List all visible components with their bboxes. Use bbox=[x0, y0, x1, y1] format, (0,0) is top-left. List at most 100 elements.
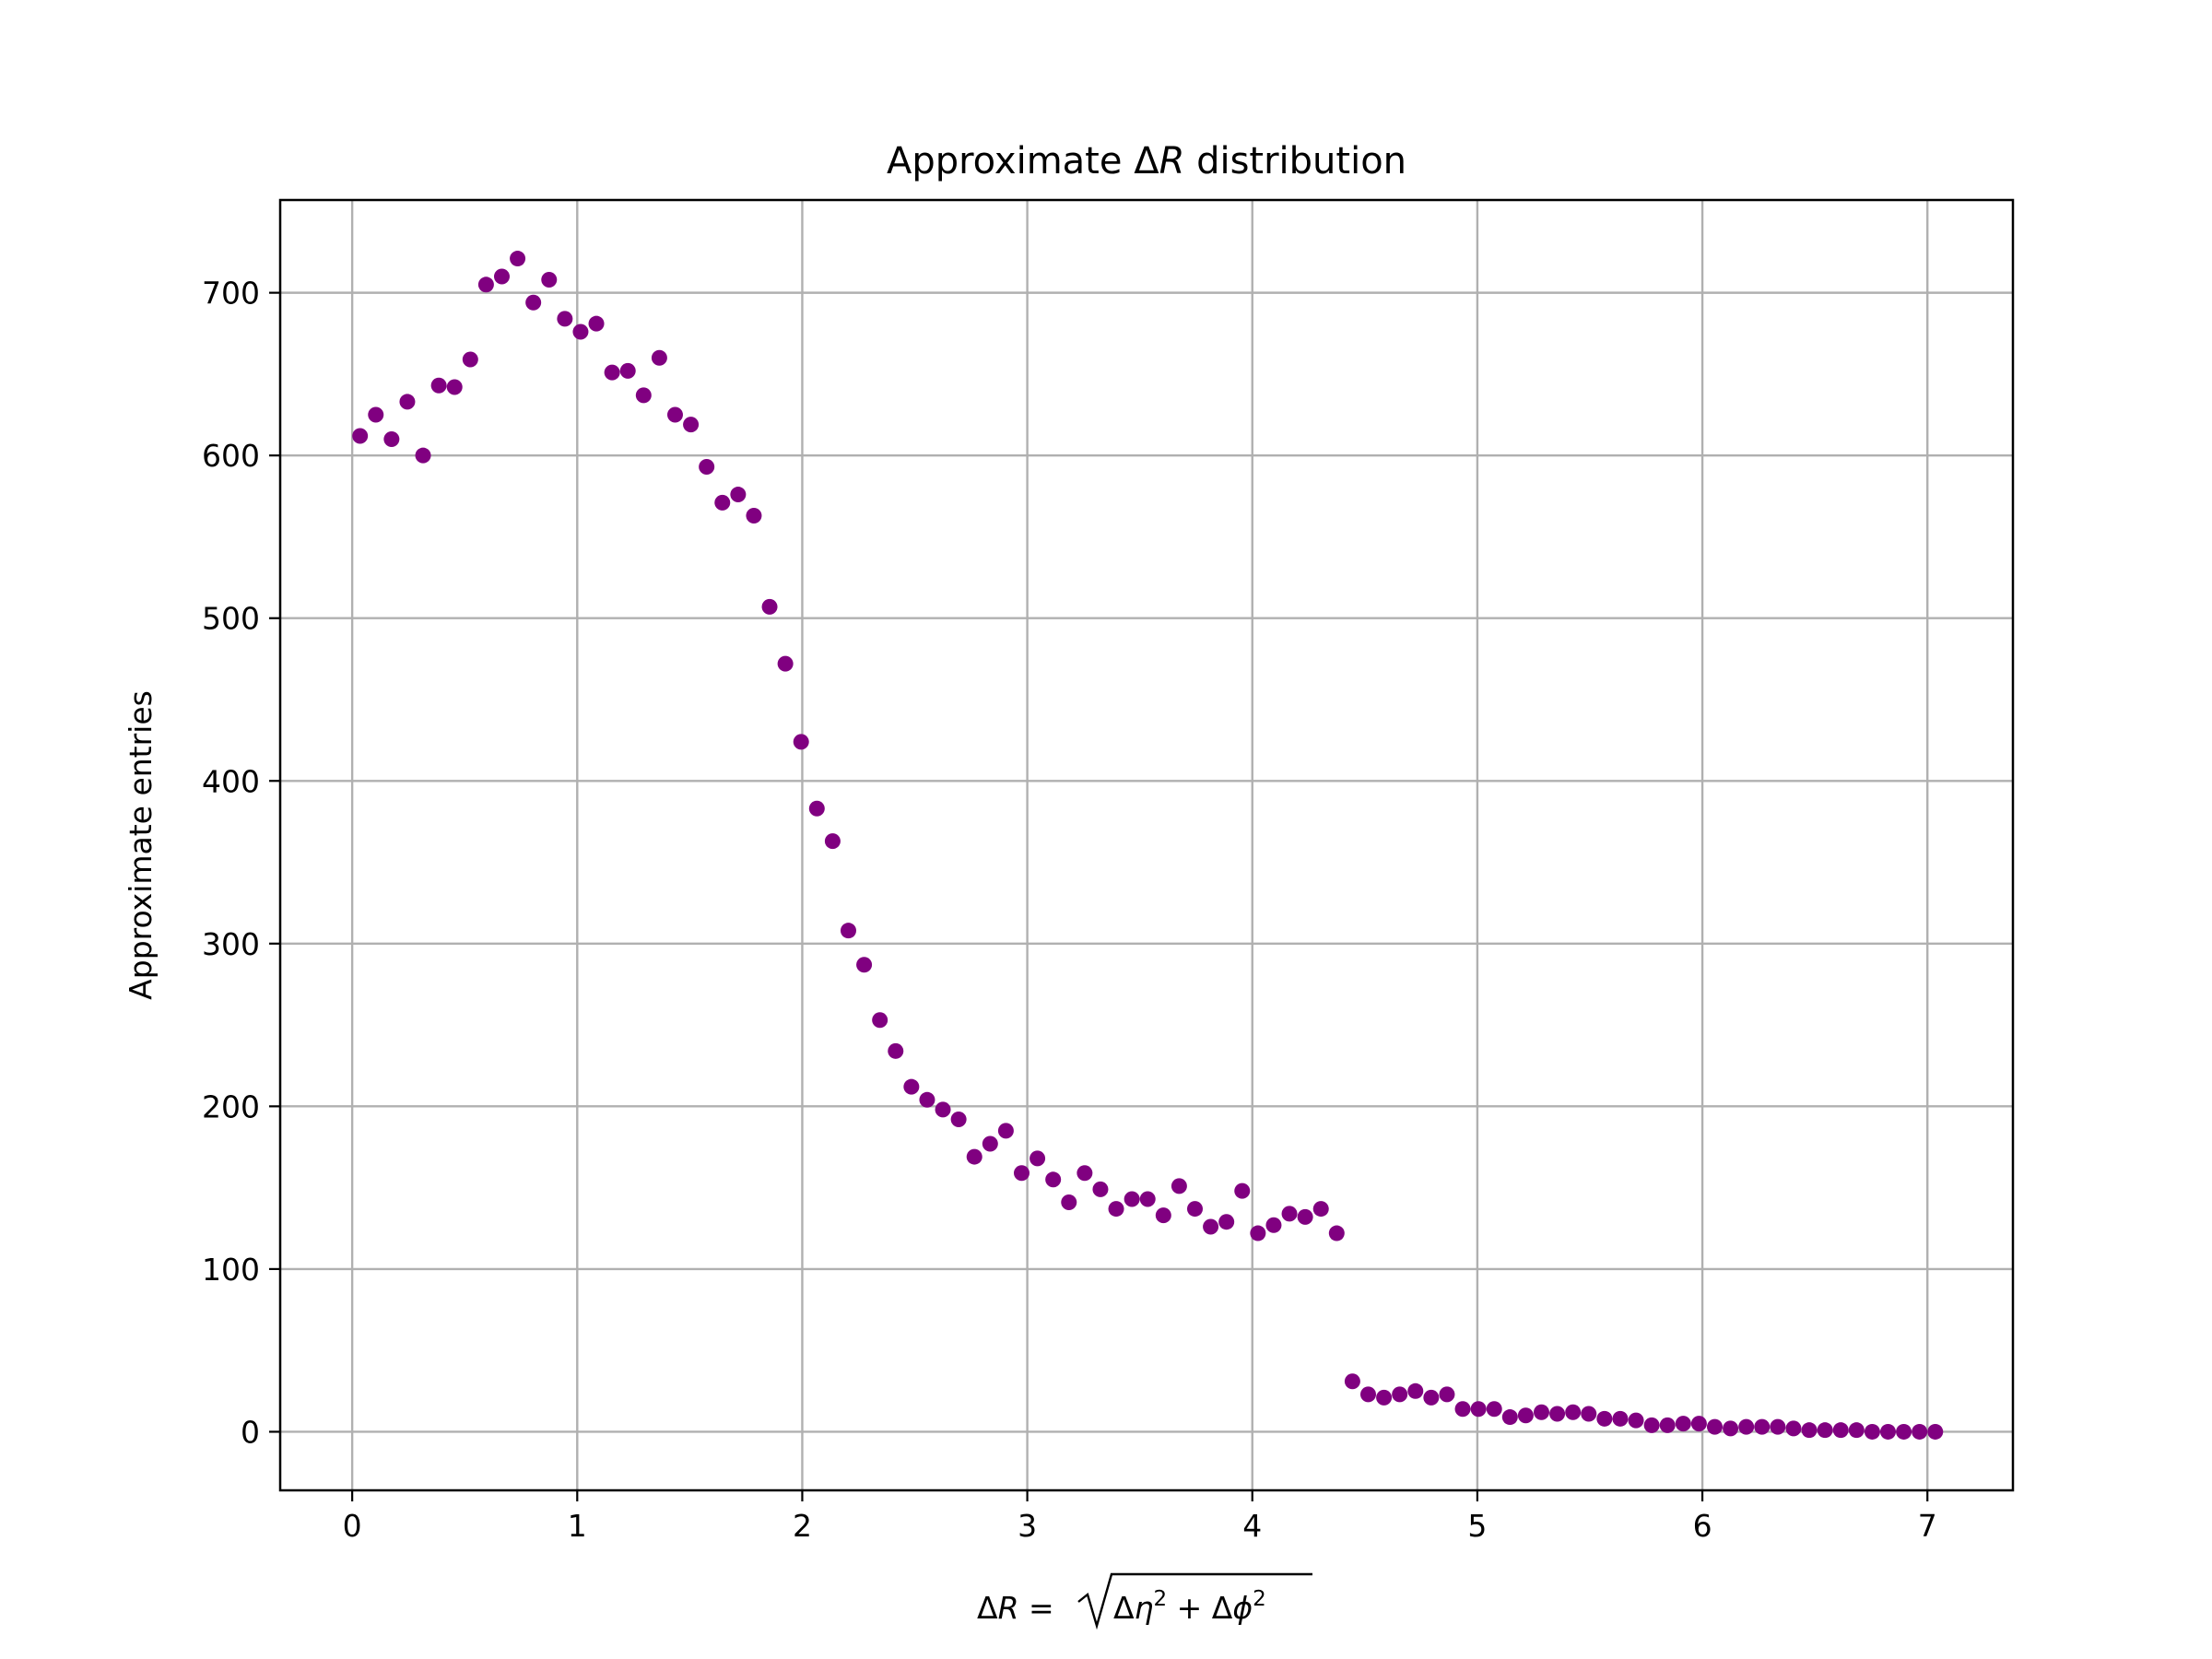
data-point bbox=[699, 459, 715, 476]
data-point bbox=[1234, 1182, 1251, 1199]
grid-lines bbox=[280, 200, 2013, 1490]
x-tick-label: 2 bbox=[793, 1508, 812, 1544]
data-point bbox=[1848, 1422, 1865, 1439]
data-point bbox=[1155, 1207, 1171, 1224]
data-point bbox=[1785, 1420, 1802, 1437]
x-tick-label: 7 bbox=[1918, 1508, 1937, 1544]
data-point bbox=[1879, 1423, 1896, 1440]
data-point bbox=[541, 272, 558, 288]
data-point bbox=[1281, 1206, 1298, 1222]
data-point bbox=[1439, 1386, 1455, 1403]
data-markers bbox=[352, 251, 1944, 1440]
data-point bbox=[872, 1012, 888, 1029]
data-point bbox=[651, 349, 667, 366]
data-point bbox=[966, 1148, 982, 1165]
data-point bbox=[1912, 1423, 1928, 1440]
data-point bbox=[1723, 1420, 1739, 1437]
data-point bbox=[1628, 1412, 1644, 1429]
data-point bbox=[1770, 1418, 1786, 1435]
data-point bbox=[1533, 1404, 1549, 1420]
data-point bbox=[1801, 1422, 1818, 1439]
y-tick-label: 500 bbox=[202, 601, 260, 637]
data-point bbox=[1092, 1181, 1109, 1197]
data-point bbox=[1186, 1201, 1203, 1218]
data-point bbox=[1706, 1418, 1723, 1435]
data-point bbox=[746, 507, 762, 524]
data-point bbox=[666, 406, 683, 423]
data-point bbox=[557, 311, 573, 327]
data-point bbox=[1596, 1410, 1613, 1427]
data-point bbox=[1565, 1404, 1582, 1420]
y-tick-label: 600 bbox=[202, 438, 260, 474]
x-tick-label: 3 bbox=[1018, 1508, 1037, 1544]
x-axis-label: ΔR = Δη2 + Δϕ2 bbox=[977, 1572, 1312, 1630]
data-point bbox=[1864, 1423, 1880, 1440]
data-point bbox=[1817, 1422, 1833, 1439]
y-tick-label: 100 bbox=[202, 1252, 260, 1288]
data-point bbox=[1359, 1386, 1376, 1403]
data-point bbox=[1077, 1165, 1093, 1182]
data-point bbox=[808, 800, 825, 817]
data-point bbox=[1328, 1225, 1345, 1241]
data-point bbox=[840, 923, 856, 939]
data-point bbox=[1376, 1389, 1393, 1406]
data-point bbox=[572, 324, 589, 340]
data-point bbox=[1675, 1416, 1691, 1432]
data-point bbox=[1690, 1416, 1707, 1432]
data-point bbox=[1203, 1218, 1219, 1235]
data-point bbox=[415, 447, 431, 464]
y-tick-label: 0 bbox=[241, 1414, 260, 1450]
data-point bbox=[714, 494, 731, 511]
x-tick-label: 5 bbox=[1467, 1508, 1487, 1544]
x-tick-label: 1 bbox=[568, 1508, 587, 1544]
data-point bbox=[462, 351, 478, 368]
data-point bbox=[368, 406, 384, 423]
y-tick-label: 400 bbox=[202, 763, 260, 799]
data-point bbox=[982, 1135, 998, 1152]
data-point bbox=[1832, 1422, 1849, 1439]
data-point bbox=[604, 364, 620, 381]
x-axis-label-radicand: Δη2 + Δϕ2 bbox=[1113, 1587, 1266, 1626]
data-point bbox=[683, 417, 700, 433]
data-point bbox=[619, 362, 636, 379]
data-point bbox=[1581, 1406, 1597, 1422]
data-point bbox=[352, 428, 369, 444]
chart-title: Approximate ΔR distribution bbox=[887, 140, 1406, 182]
sqrt-sign bbox=[1077, 1572, 1312, 1630]
x-tick-label: 0 bbox=[343, 1508, 362, 1544]
y-tick-label: 300 bbox=[202, 926, 260, 962]
data-point bbox=[1218, 1214, 1235, 1230]
data-point bbox=[399, 394, 416, 410]
data-point bbox=[793, 734, 809, 750]
x-tick-label: 6 bbox=[1693, 1508, 1712, 1544]
data-point bbox=[824, 833, 841, 850]
data-point bbox=[1124, 1191, 1140, 1207]
data-point bbox=[903, 1078, 920, 1095]
data-point bbox=[1896, 1423, 1912, 1440]
data-point bbox=[1171, 1178, 1187, 1194]
y-tick-label: 200 bbox=[202, 1088, 260, 1124]
data-point bbox=[1612, 1410, 1629, 1427]
data-point bbox=[510, 251, 526, 267]
data-point bbox=[1501, 1409, 1518, 1426]
x-tick-label: 4 bbox=[1242, 1508, 1262, 1544]
data-point bbox=[1927, 1423, 1944, 1440]
data-point bbox=[430, 377, 447, 394]
data-point bbox=[1265, 1217, 1282, 1233]
data-point bbox=[761, 598, 778, 615]
data-point bbox=[1030, 1150, 1046, 1167]
data-point bbox=[383, 431, 400, 448]
data-point bbox=[730, 487, 747, 503]
data-point bbox=[525, 294, 542, 311]
data-point bbox=[1108, 1201, 1124, 1218]
data-point bbox=[1407, 1382, 1424, 1399]
data-point bbox=[1643, 1417, 1660, 1433]
data-point bbox=[1754, 1418, 1771, 1435]
x-axis-label-lhs: ΔR = bbox=[977, 1590, 1054, 1626]
data-point bbox=[588, 315, 605, 332]
data-point bbox=[1486, 1401, 1502, 1418]
data-point bbox=[919, 1091, 935, 1108]
data-point bbox=[1517, 1407, 1534, 1424]
